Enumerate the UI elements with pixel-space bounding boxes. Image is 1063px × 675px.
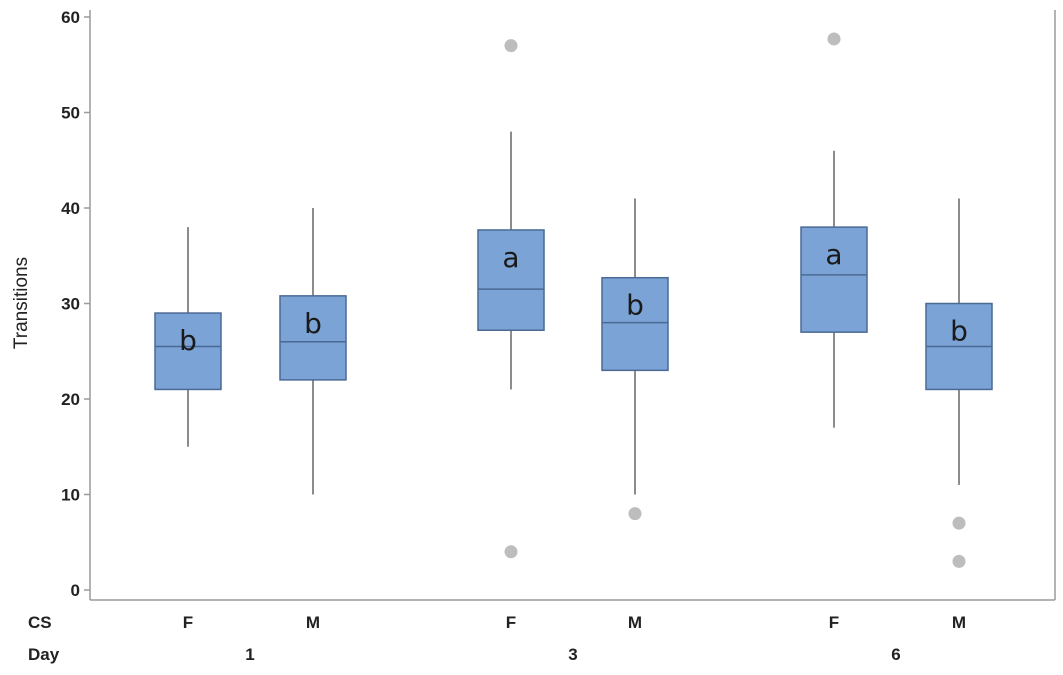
y-tick-label: 30 — [61, 295, 80, 314]
box-day6-f: a — [800, 32, 868, 428]
significance-letter: b — [304, 307, 322, 340]
y-tick-label: 20 — [61, 390, 80, 409]
cs-tick-label: M — [952, 613, 966, 632]
day-tick-label: 1 — [245, 645, 254, 664]
cs-tick-label: F — [829, 613, 839, 632]
outlier-point — [628, 507, 642, 521]
iqr-box — [800, 226, 868, 333]
iqr-box — [154, 312, 222, 391]
cs-tick-label: F — [506, 613, 516, 632]
cs-row-label: CS — [28, 613, 52, 632]
y-axis: 0 10 20 30 40 50 60 — [61, 8, 90, 600]
outlier-point — [952, 516, 966, 530]
cs-tick-label: M — [628, 613, 642, 632]
box-day3-f: a — [477, 39, 545, 559]
significance-letter: b — [179, 324, 197, 357]
x-axis: F M 1 F M 3 F M 6 — [183, 613, 966, 664]
cs-tick-label: F — [183, 613, 193, 632]
day-row-label: Day — [28, 645, 60, 664]
significance-letter: a — [825, 238, 842, 271]
iqr-box — [601, 276, 669, 372]
y-tick-label: 0 — [71, 581, 80, 600]
y-axis-title: Transitions — [11, 257, 32, 349]
outlier-point — [952, 554, 966, 568]
box-day6-m: b — [925, 198, 993, 568]
outlier-point — [504, 545, 518, 559]
y-tick-label: 50 — [61, 104, 80, 123]
outlier-point — [504, 39, 518, 53]
significance-letter: a — [502, 241, 519, 274]
box-day1-f: b — [154, 227, 222, 447]
box-day3-m: b — [601, 198, 669, 521]
plot-frame — [89, 10, 1056, 601]
iqr-box — [279, 295, 347, 381]
cs-tick-label: M — [306, 613, 320, 632]
day-tick-label: 3 — [568, 645, 577, 664]
significance-letter: b — [950, 315, 968, 348]
y-tick-label: 60 — [61, 8, 80, 27]
outlier-point — [827, 32, 841, 46]
boxes-layer: b b a b a b — [154, 32, 993, 568]
iqr-box — [477, 229, 545, 331]
box-day1-m: b — [279, 208, 347, 495]
day-tick-label: 6 — [891, 645, 900, 664]
y-tick-label: 40 — [61, 199, 80, 218]
y-tick-label: 10 — [61, 486, 80, 505]
significance-letter: b — [626, 289, 644, 322]
